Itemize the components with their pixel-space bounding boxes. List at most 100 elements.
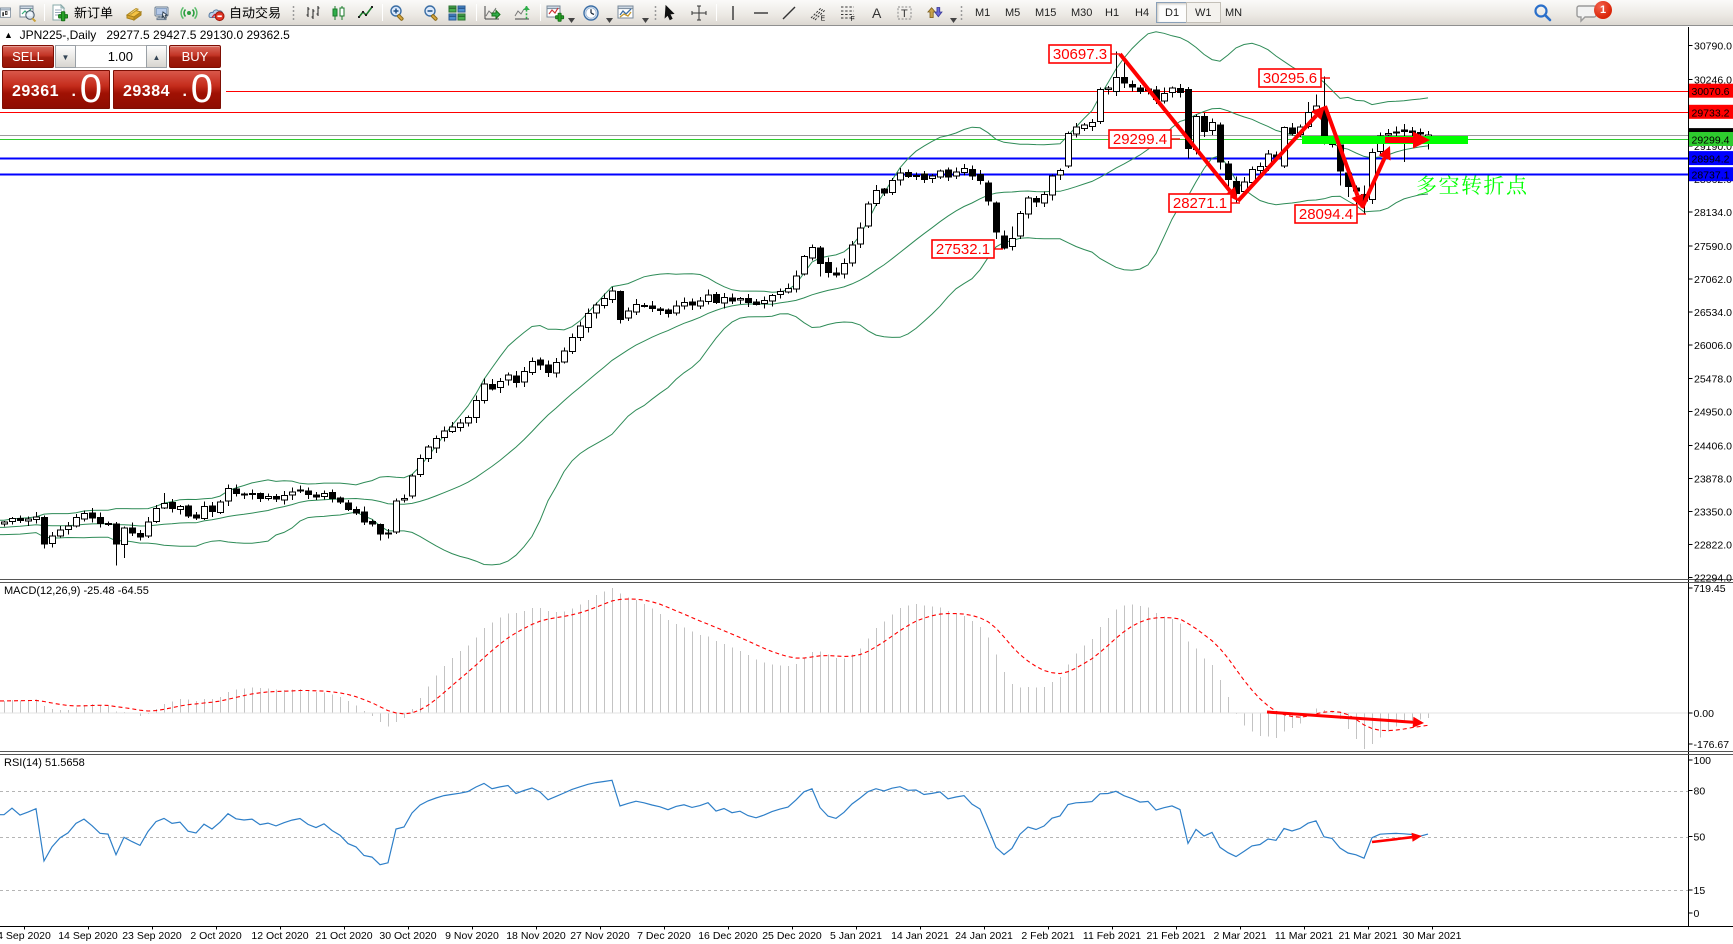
price-tick-label: 26006.0 [1694, 340, 1732, 352]
dropdown-caret-icon[interactable] [950, 10, 957, 28]
candle-body [977, 174, 984, 181]
chart-shift-icon[interactable] [512, 4, 532, 22]
candle-body [129, 527, 136, 534]
autotrading-label[interactable] [229, 6, 281, 26]
candle-body [721, 296, 728, 304]
label-icon[interactable]: T [896, 4, 916, 22]
timeframe-h1-button[interactable]: H1 [1105, 6, 1120, 19]
macd-params: MACD(12,26,9) [4, 585, 81, 597]
metaeditor-icon[interactable] [124, 4, 144, 22]
timeframe-m5-button[interactable]: M5 [1005, 6, 1021, 19]
candle-body [1105, 87, 1112, 90]
date-tick-label: 7 Dec 2020 [637, 930, 691, 942]
timeframe-m1-button[interactable]: M1 [975, 6, 991, 19]
macd-trend-arrow [1266, 710, 1424, 728]
line-chart-icon[interactable] [357, 4, 377, 22]
timeframe-h4-button[interactable]: H4 [1135, 6, 1150, 19]
autoscroll-icon[interactable] [482, 4, 502, 22]
candle-body [1057, 169, 1064, 176]
candle-body [697, 300, 704, 307]
rsi-axis-label: 0 [1694, 908, 1700, 920]
candle-body [1233, 181, 1240, 194]
candle-body [449, 426, 456, 432]
price-tick-label: 24406.0 [1694, 440, 1732, 452]
cursor-icon[interactable] [660, 4, 680, 22]
candle-body [545, 364, 552, 373]
signals-icon[interactable] [180, 4, 200, 22]
sell-price-display[interactable]: 29361. 0 [2, 67, 110, 111]
shapes-icon[interactable] [924, 4, 944, 22]
timeframe-m15-button[interactable]: M15 [1035, 6, 1057, 19]
bollinger-upper-band [0, 31, 1429, 521]
candle-body [105, 523, 112, 526]
zoom-in-icon[interactable] [388, 4, 408, 22]
periods-icon[interactable] [582, 4, 602, 22]
buy-price-display[interactable]: 29384. 0 [113, 69, 221, 109]
svg-text:A: A [872, 5, 882, 21]
candle-body [505, 374, 512, 381]
candle-body [49, 535, 56, 544]
timeframe-m30-button[interactable]: M30 [1071, 6, 1093, 19]
candle-body [785, 288, 792, 293]
dropdown-caret-icon[interactable] [642, 10, 649, 28]
candle-body [89, 512, 96, 519]
hline-icon[interactable] [752, 4, 772, 22]
macd-axis-label: 0.00 [1694, 708, 1715, 720]
sell-button[interactable]: SELL [2, 45, 54, 68]
volume-input[interactable]: 1.00 [76, 45, 146, 68]
buy-button[interactable]: BUY [169, 45, 221, 68]
templates-icon[interactable] [616, 4, 636, 22]
bars-chart-icon[interactable] [304, 4, 324, 22]
candle-body [881, 188, 888, 194]
candle-body [1289, 127, 1296, 134]
one-click-trade-panel: SELL ▼ 1.00 ▲ BUY 29361. 0 29384. 0 [0, 42, 226, 112]
volume-increase-button[interactable]: ▲ [146, 45, 167, 68]
price-tick-label: 26534.0 [1694, 307, 1732, 319]
collapse-triangle-icon[interactable]: ▲ [4, 30, 13, 40]
toolbar-grip [654, 5, 657, 20]
candles-chart-icon[interactable] [330, 4, 350, 22]
trendline-icon[interactable] [780, 4, 800, 22]
new-order-icon[interactable] [50, 3, 70, 22]
new-chart-icon[interactable] [0, 4, 20, 22]
tile-windows-icon[interactable] [448, 4, 468, 22]
search-icon[interactable] [1532, 3, 1554, 28]
dropdown-caret-icon[interactable] [568, 10, 575, 28]
candle-body [1417, 132, 1424, 135]
text-icon[interactable]: A [868, 4, 888, 22]
autotrading-icon[interactable] [206, 4, 226, 22]
date-tick-label: 18 Nov 2020 [506, 930, 566, 942]
macd-signal-line [0, 598, 1429, 732]
date-tick-label: 9 Nov 2020 [445, 930, 499, 942]
timeframe-mn-button[interactable]: MN [1225, 6, 1243, 19]
date-tick-label: 14 Jan 2021 [891, 930, 949, 942]
terminal-icon[interactable] [152, 4, 172, 22]
price-line-label-box [1689, 83, 1733, 98]
price-callout-label: 27532.1 [936, 241, 990, 258]
new-order-label[interactable] [74, 6, 113, 26]
candle-body [1185, 89, 1192, 149]
volume-decrease-button[interactable]: ▼ [55, 45, 76, 68]
zoom-out-icon[interactable] [422, 4, 442, 22]
notification-badge[interactable]: 1 [1594, 1, 1612, 19]
vline-icon[interactable] [724, 4, 744, 22]
candle-body [1201, 116, 1208, 132]
candle-body [769, 295, 776, 302]
date-tick-label: 27 Nov 2020 [570, 930, 630, 942]
sell-price-pip: 0 [79, 67, 102, 111]
candle-body [521, 370, 528, 383]
dropdown-caret-icon[interactable] [606, 10, 613, 28]
fibonacci-icon[interactable]: F [838, 4, 858, 23]
candle-body [409, 475, 416, 497]
candle-body [97, 517, 104, 524]
candle-body [801, 256, 808, 275]
buy-price-main: 29384 [123, 83, 170, 100]
indicators-icon[interactable] [545, 4, 565, 22]
rsi-level-lines [0, 791, 1688, 891]
profiles-icon[interactable] [19, 4, 39, 23]
channel-icon[interactable]: E [808, 4, 828, 23]
timeframe-w1-button[interactable]: W1 [1186, 2, 1221, 23]
candle-body [1065, 132, 1072, 167]
crosshair-icon[interactable] [690, 4, 710, 22]
